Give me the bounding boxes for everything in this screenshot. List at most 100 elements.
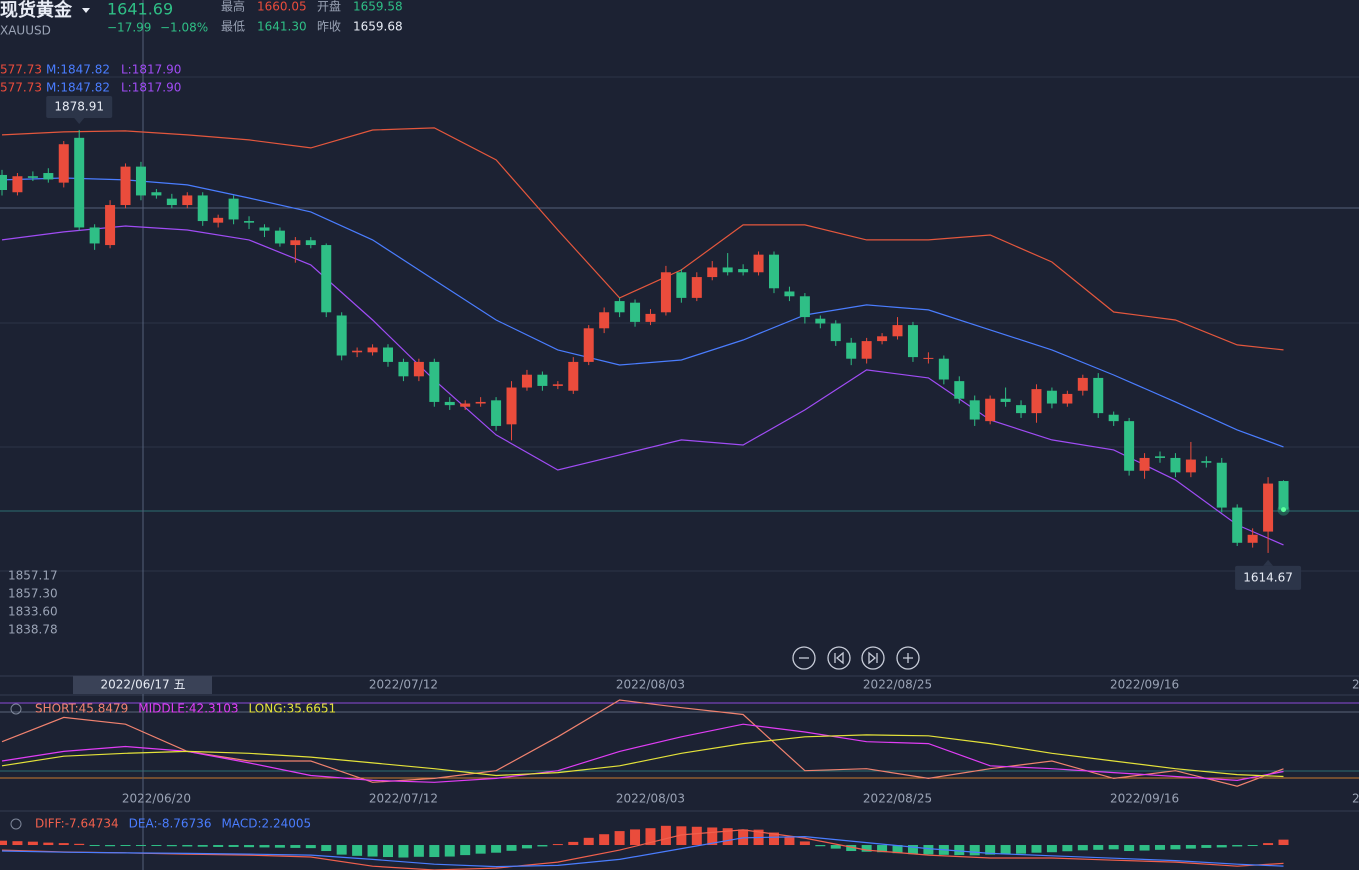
boll-middle: M:1847.82: [46, 63, 110, 77]
macd-bar: [614, 831, 625, 846]
candle-body: [166, 198, 177, 206]
macd-bar: [151, 845, 162, 847]
macd-bar: [274, 845, 285, 848]
candle-body: [552, 384, 563, 386]
x-tick-label: 2022/09/16: [1110, 792, 1179, 806]
macd-bar: [1247, 845, 1258, 847]
macd-bar: [74, 843, 85, 846]
macd-bar: [398, 845, 409, 858]
candle-body: [43, 173, 54, 180]
macd-bar: [1278, 839, 1289, 846]
indicator-line: [1, 734, 1284, 778]
scroll-end-icon: [868, 651, 878, 665]
legend-entry: MACD:2.24005: [221, 817, 311, 831]
macd-bar: [1031, 845, 1042, 853]
macd-bar: [43, 842, 54, 846]
macd-bar: [568, 841, 579, 846]
last-price-dot: [1281, 507, 1287, 513]
macd-bar: [645, 828, 656, 846]
macd-bar: [182, 845, 193, 847]
candle-body: [1247, 534, 1258, 543]
settings-icon[interactable]: [10, 703, 22, 715]
macd-bar: [197, 845, 208, 847]
candle-body: [1155, 456, 1165, 458]
macd-bar: [877, 845, 888, 853]
macd-bar: [290, 845, 301, 848]
candle-body: [830, 323, 841, 342]
macd-bar: [892, 845, 903, 854]
candle-body: [244, 221, 255, 223]
candle-body: [305, 240, 316, 246]
candle-body: [660, 272, 671, 313]
candle-body: [892, 325, 903, 337]
scroll-end-button[interactable]: [861, 646, 885, 670]
stat-value: 1659.68: [353, 20, 403, 34]
candle-body: [290, 240, 301, 246]
macd-bar: [707, 827, 718, 846]
crosshair-label: 2022/06/17 五: [101, 678, 186, 692]
candle-body: [12, 176, 23, 193]
candle-body: [1201, 461, 1212, 463]
boll-middle: M:1847.82: [46, 81, 110, 95]
candle-body: [383, 347, 393, 362]
candle-body: [259, 227, 270, 231]
macd-bar: [1216, 845, 1227, 848]
candle-body: [398, 361, 409, 377]
boll-lower: L:1817.90: [121, 81, 181, 95]
zoom-out-button[interactable]: [792, 646, 816, 670]
macd-bar: [537, 845, 548, 847]
candle-body: [985, 398, 996, 422]
info-value: 1857.30: [8, 587, 58, 601]
macd-bar: [12, 841, 23, 846]
indicator-line: [1, 177, 1284, 448]
dropdown-icon[interactable]: [82, 8, 90, 13]
macd-bar: [429, 845, 440, 858]
macd-bar: [815, 845, 826, 847]
candle-body: [799, 296, 810, 318]
macd-bar: [444, 845, 455, 857]
candle-body: [1185, 459, 1196, 473]
macd-bar: [676, 826, 687, 846]
candle-body: [784, 291, 795, 297]
scroll-start-button[interactable]: [827, 646, 851, 670]
instrument-symbol: XAUUSD: [0, 24, 51, 38]
price-change-pct: −1.08%: [160, 21, 208, 35]
stat-label: 最低: [221, 20, 245, 34]
candle-body: [506, 387, 517, 425]
candle-body: [182, 195, 193, 206]
candle-body: [645, 313, 656, 322]
candle-body: [413, 361, 424, 377]
macd-bar: [105, 845, 116, 847]
candle-body: [923, 357, 934, 359]
info-value: 1833.60: [8, 605, 58, 619]
settings-icon[interactable]: [10, 818, 22, 830]
macd-bar: [58, 843, 69, 846]
candle-body: [846, 342, 857, 359]
candle-body: [722, 267, 733, 273]
candle-body: [491, 400, 502, 426]
candle-body: [336, 315, 347, 356]
overlay: 现货黄金 XAUUSD 1641.69 −17.99 −1.08% 最高 166…: [0, 0, 1359, 830]
x-tick-label: 2022/08/03: [616, 792, 685, 806]
macd-bar: [830, 845, 841, 849]
candle-body: [1108, 414, 1119, 422]
macd-bar: [923, 845, 934, 855]
macd-bar: [89, 845, 100, 847]
legend-entry: DEA:-8.76736: [129, 817, 212, 831]
macd-bar: [1000, 845, 1011, 855]
candle-body: [815, 318, 826, 324]
zoom-in-button[interactable]: [896, 646, 920, 670]
candle-body: [367, 347, 378, 353]
candle-body: [599, 312, 610, 329]
macd-bar: [27, 841, 38, 846]
macd-bar: [599, 834, 610, 846]
candle-body: [521, 374, 532, 388]
stat-label: 最高: [221, 0, 245, 14]
macd-bar: [305, 845, 316, 849]
x-tick-label: 2: [1352, 678, 1359, 692]
stat-label: 开盘: [317, 0, 341, 14]
candle-body: [1232, 507, 1243, 543]
legend-entry: SHORT:45.8479: [35, 702, 128, 716]
candle-body: [1124, 421, 1135, 471]
